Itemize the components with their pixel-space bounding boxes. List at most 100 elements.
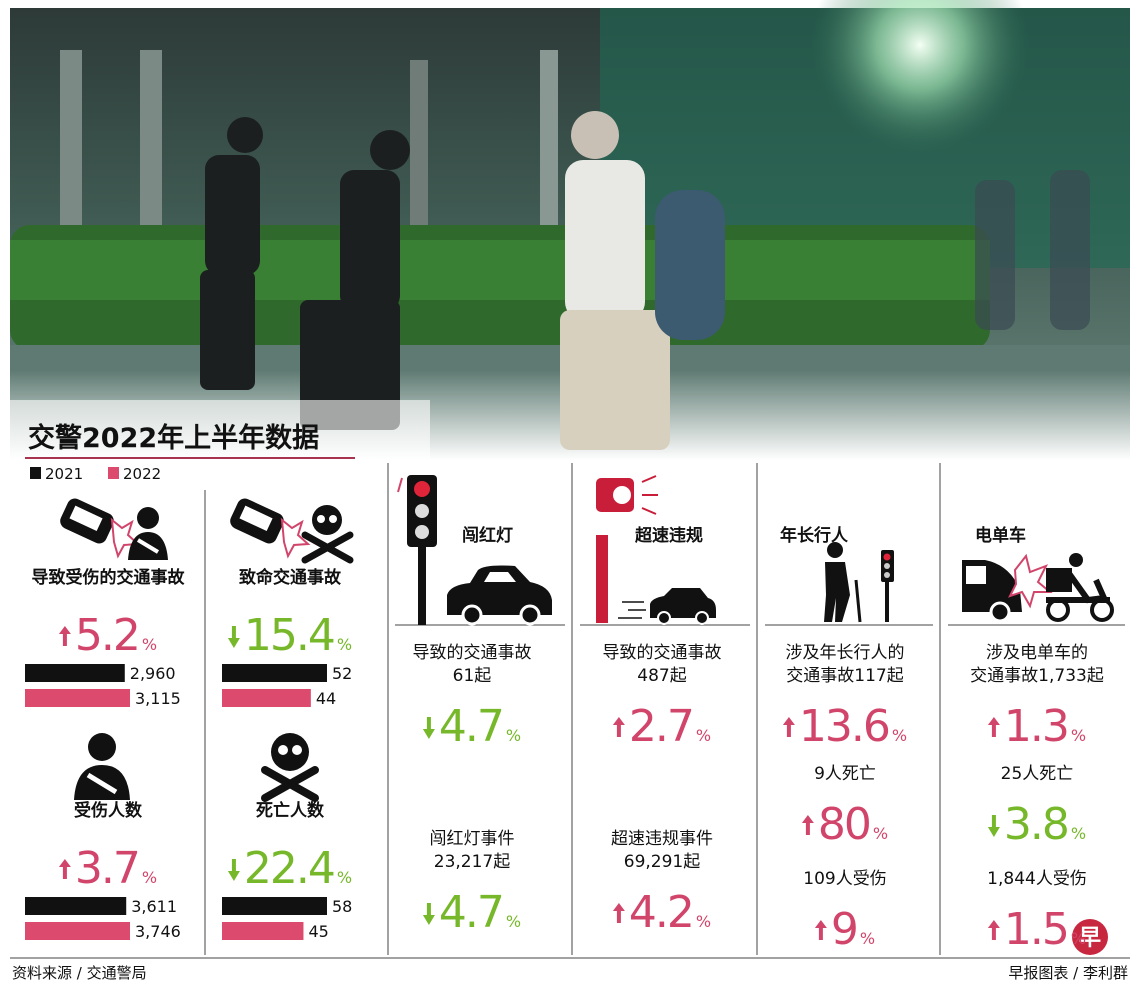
arrow-up xyxy=(814,920,827,940)
shape xyxy=(370,130,410,170)
stat-text: 61起 xyxy=(453,666,492,686)
legend-swatch xyxy=(30,467,41,479)
shape xyxy=(136,538,160,554)
shape xyxy=(410,60,428,230)
change-value: 4.7 xyxy=(439,887,503,938)
icon-skull xyxy=(261,733,319,802)
change-value: 4.2 xyxy=(629,887,693,938)
shape xyxy=(292,745,302,755)
percent-sign: % xyxy=(892,726,907,745)
change-value: 1.5 xyxy=(1004,904,1068,955)
stat-text: 导致的交通事故 xyxy=(603,643,722,663)
change-value: 3.7 xyxy=(75,843,139,894)
stat-text: 109人受伤 xyxy=(803,869,886,889)
source: 资料来源 / 交通警局 xyxy=(12,964,147,982)
shape xyxy=(657,611,671,625)
change: 4.2% xyxy=(612,887,711,938)
shape xyxy=(301,531,354,564)
shape xyxy=(884,572,890,578)
metric-label: 受伤人数 xyxy=(74,800,143,821)
change: 80% xyxy=(801,799,888,850)
icon-crash-fatal xyxy=(230,498,354,564)
shape xyxy=(966,566,986,584)
column-heading: 超速违规 xyxy=(635,525,703,546)
shape xyxy=(1046,568,1072,592)
arrow-down xyxy=(422,903,435,925)
separators xyxy=(10,463,1130,959)
shape xyxy=(447,565,552,615)
stat-text: 69,291起 xyxy=(624,852,700,872)
arrow-up xyxy=(612,903,625,923)
percent-sign: % xyxy=(337,868,352,887)
change-value: 13.6 xyxy=(799,701,889,752)
change-value: 2.7 xyxy=(629,701,693,752)
shape xyxy=(613,486,631,504)
shape xyxy=(329,515,337,523)
bar-label: 3,611 xyxy=(131,897,177,916)
shape xyxy=(60,50,82,230)
icon-speeding xyxy=(596,475,716,625)
shape xyxy=(415,525,429,539)
metric-label: 导致受伤的交通事故 xyxy=(32,567,186,588)
shape xyxy=(695,611,709,625)
arrow-up xyxy=(612,717,625,737)
change: 3.7% xyxy=(58,843,157,894)
percent-sign: % xyxy=(142,635,157,654)
stat-text: 闯红灯事件 xyxy=(430,829,515,849)
arrow-up xyxy=(987,717,1000,737)
change: 13.6% xyxy=(782,701,907,752)
change-value: 9 xyxy=(831,904,857,955)
bar-label: 2,960 xyxy=(130,664,176,683)
shape xyxy=(641,475,658,515)
bar xyxy=(25,922,130,940)
percent-sign: % xyxy=(696,912,711,931)
bar xyxy=(25,689,130,707)
bar-label: 44 xyxy=(316,689,336,708)
bar xyxy=(222,689,311,707)
shape xyxy=(200,270,255,390)
percent-sign: % xyxy=(696,726,711,745)
stat-text: 23,217起 xyxy=(434,852,510,872)
legend-label: 2022 xyxy=(123,465,161,483)
stat-text: 1,844人受伤 xyxy=(987,869,1087,889)
change: 1.5% xyxy=(987,904,1086,955)
shape xyxy=(540,50,558,230)
bar-label: 3,746 xyxy=(135,922,181,941)
shape xyxy=(596,535,608,623)
shape xyxy=(884,563,890,569)
shape xyxy=(340,170,400,310)
shape xyxy=(300,300,400,430)
percent-sign: % xyxy=(506,726,521,745)
shape xyxy=(200,117,410,430)
shape xyxy=(88,733,116,761)
icon-elderly xyxy=(824,542,894,623)
shape xyxy=(415,504,429,518)
percent-sign: % xyxy=(1071,824,1086,843)
change-value: 5.2 xyxy=(75,610,139,661)
photo xyxy=(10,0,1130,460)
shape xyxy=(827,542,843,558)
stat-text: 涉及电单车的 xyxy=(986,643,1088,663)
change: 5.2% xyxy=(58,610,157,661)
shape xyxy=(227,117,263,153)
shape xyxy=(885,582,889,622)
stat-text: 交通事故1,733起 xyxy=(970,666,1104,686)
arrow-up xyxy=(987,920,1000,940)
percent-sign: % xyxy=(873,824,888,843)
percent-sign: % xyxy=(142,868,157,887)
change: 9% xyxy=(814,904,875,955)
bar xyxy=(25,664,125,682)
shape xyxy=(1065,570,1109,604)
shape xyxy=(271,733,309,771)
icon-crash-injury xyxy=(60,498,168,560)
stat-text: 涉及年长行人的 xyxy=(786,643,905,663)
arrow-up xyxy=(782,717,795,737)
percent-sign: % xyxy=(337,635,352,654)
shape xyxy=(618,601,646,619)
shape xyxy=(261,766,319,802)
shape xyxy=(397,477,403,493)
percent-sign: % xyxy=(1071,726,1086,745)
stat-text: 9人死亡 xyxy=(814,764,876,784)
